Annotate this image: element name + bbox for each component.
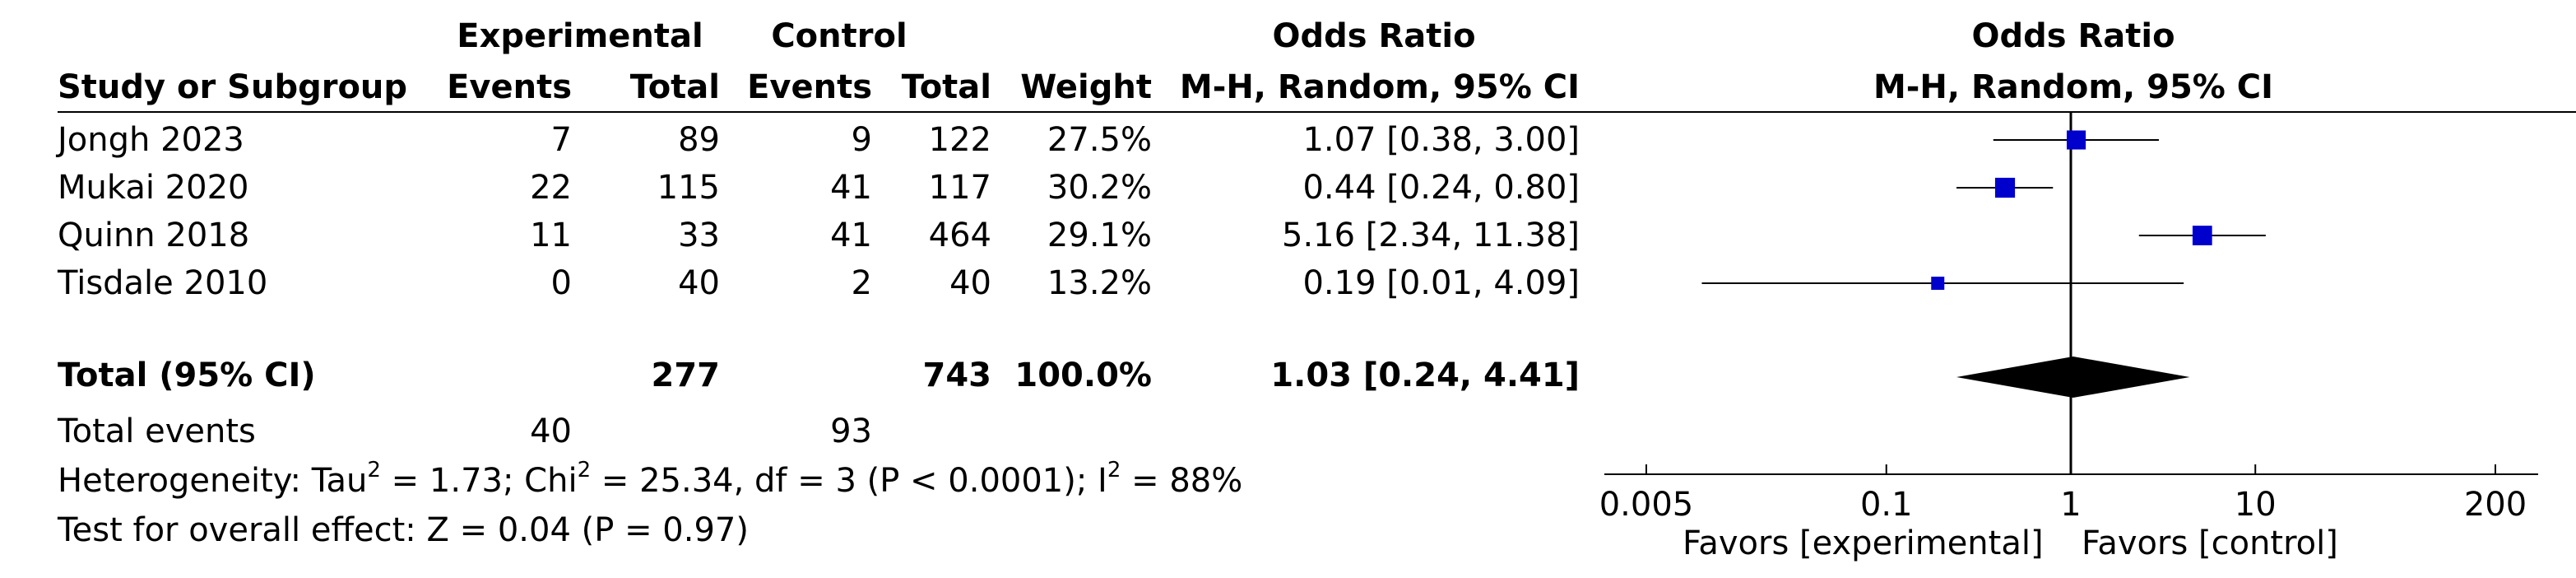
favors-control-label: Favors [control] (2082, 524, 2338, 562)
x-tick-label: 0.1 (1860, 486, 1913, 524)
study-name: Jongh 2023 (58, 121, 244, 159)
ctl-total: 117 (928, 169, 991, 207)
ctl-total: 464 (928, 217, 991, 254)
ctl-total-events: 93 (830, 413, 872, 450)
weight-header: Weight (1020, 68, 1152, 106)
chi2-value: 25.34 (639, 462, 734, 500)
exp-total: 33 (678, 217, 720, 254)
plot-method-header: M-H, Random, 95% CI (1873, 68, 2274, 106)
ctl-events: 41 (830, 169, 872, 207)
study-column-header: Study or Subgroup (58, 68, 408, 106)
ci-value: 0.44 [0.24, 0.80] (1302, 169, 1580, 207)
odds-ratio-header: Odds Ratio (1272, 17, 1476, 55)
favors-experimental-label: Favors [experimental] (1683, 524, 2044, 562)
study-marker (2067, 130, 2086, 150)
exp-events: 11 (530, 217, 572, 254)
exp-total-sum: 277 (651, 357, 721, 394)
exp-events: 7 (550, 121, 572, 159)
ctl-events: 41 (830, 217, 872, 254)
study-name: Quinn 2018 (58, 217, 250, 254)
total-weight: 100.0% (1014, 357, 1152, 394)
heterogeneity-prefix: Heterogeneity: Tau (58, 462, 368, 500)
i2-value: 88% (1169, 462, 1243, 500)
plot-title: Odds Ratio (1971, 17, 2175, 55)
exp-total-header: Total (629, 68, 720, 106)
weight-value: 30.2% (1047, 169, 1152, 207)
tau2-value: 1.73 (429, 462, 503, 500)
x-tick-label: 0.005 (1599, 486, 1694, 524)
heterogeneity-stats: Heterogeneity: Tau2 = 1.73; Chi2 = 25.34… (58, 457, 1243, 500)
ctl-events: 2 (851, 264, 872, 302)
weight-value: 29.1% (1047, 217, 1152, 254)
weight-value: 27.5% (1047, 121, 1152, 159)
experimental-group-header: Experimental (457, 17, 703, 55)
exp-events: 0 (550, 264, 572, 302)
ctl-total: 40 (949, 264, 991, 302)
ctl-total: 122 (928, 121, 991, 159)
control-group-header: Control (771, 17, 907, 55)
study-marker (1994, 177, 2016, 198)
exp-total-events: 40 (530, 413, 572, 450)
overall-effect-test: Test for overall effect: Z = 0.04 (P = 0… (58, 511, 749, 549)
heterogeneity-rest: df = 3 (P < 0.0001); I (754, 462, 1107, 500)
study-name: Tisdale 2010 (58, 264, 268, 302)
x-tick-label: 200 (2464, 486, 2527, 524)
ctl-events: 9 (851, 121, 872, 159)
ci-value: 1.07 [0.38, 3.00] (1302, 121, 1580, 159)
exp-total: 40 (678, 264, 720, 302)
weight-value: 13.2% (1047, 264, 1152, 302)
ctl-total-header: Total (901, 68, 991, 106)
exp-total: 115 (657, 169, 720, 207)
pooled-diamond (1956, 357, 2190, 398)
study-marker (1931, 277, 1945, 290)
ctl-events-header: Events (747, 68, 872, 106)
ci-value: 0.19 [0.01, 4.09] (1302, 264, 1580, 302)
x-tick-label: 10 (2235, 486, 2277, 524)
study-name: Mukai 2020 (58, 169, 249, 207)
total-events-label: Total events (58, 413, 256, 450)
study-marker (2192, 226, 2212, 245)
exp-events-header: Events (447, 68, 572, 106)
x-tick-label: 1 (2060, 486, 2081, 524)
pooled-ci: 1.03 [0.24, 4.41] (1270, 357, 1580, 394)
total-label: Total (95% CI) (58, 357, 316, 394)
ctl-total-sum: 743 (922, 357, 992, 394)
chi-label: Chi (524, 462, 578, 500)
method-header: M-H, Random, 95% CI (1179, 68, 1580, 106)
exp-total: 89 (678, 121, 720, 159)
ci-value: 5.16 [2.34, 11.38] (1282, 217, 1580, 254)
exp-events: 22 (530, 169, 572, 207)
